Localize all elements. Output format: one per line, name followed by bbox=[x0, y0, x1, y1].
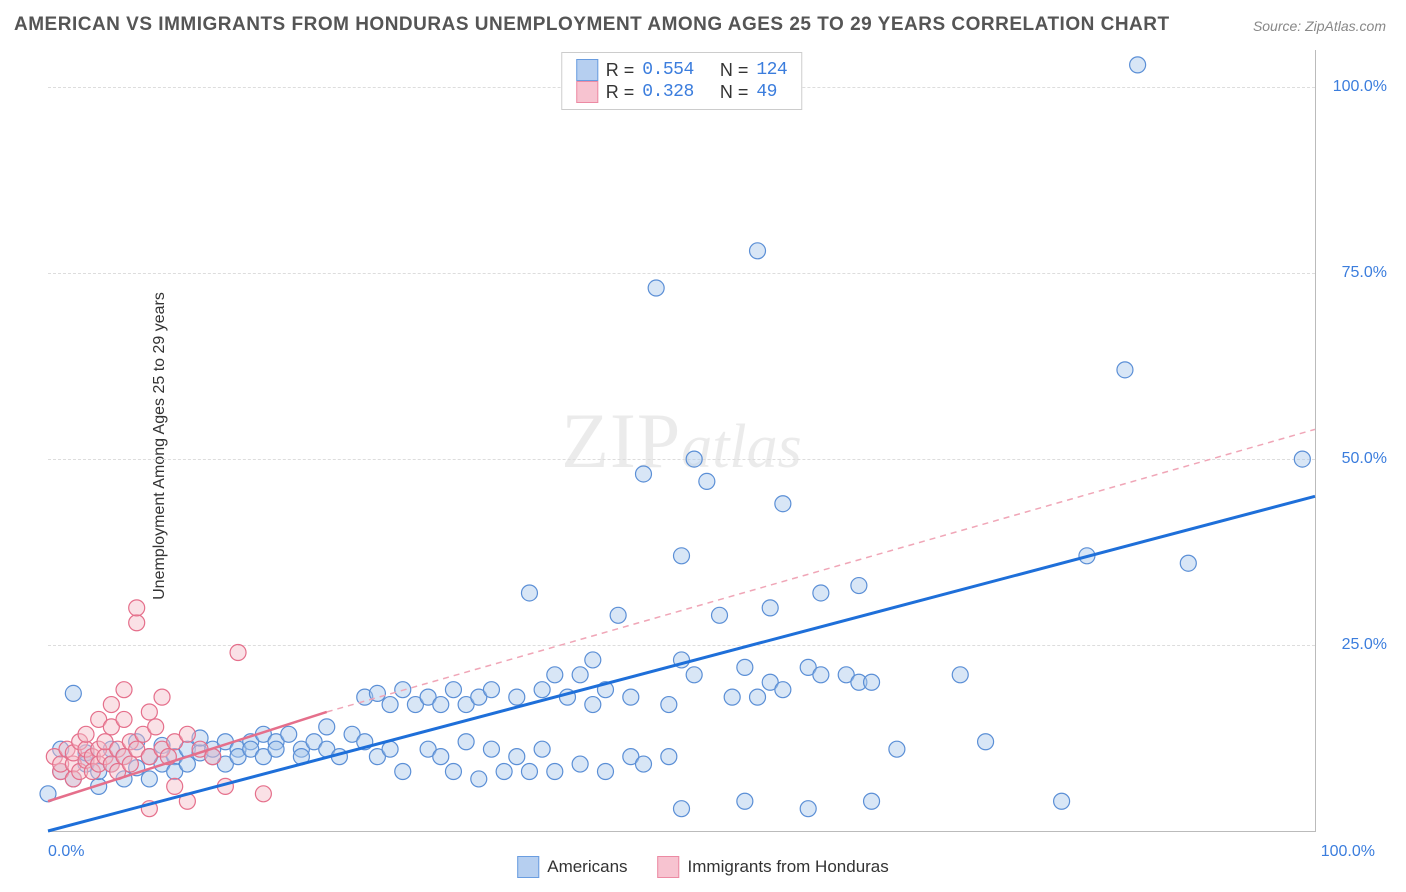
scatter-point bbox=[179, 726, 195, 742]
scatter-point bbox=[585, 652, 601, 668]
y-tick-label: 75.0% bbox=[1323, 264, 1387, 282]
scatter-point bbox=[141, 771, 157, 787]
legend-item-honduras: Immigrants from Honduras bbox=[658, 856, 889, 878]
legend-swatch-americans bbox=[517, 856, 539, 878]
scatter-point bbox=[813, 585, 829, 601]
scatter-point bbox=[65, 685, 81, 701]
scatter-point bbox=[129, 600, 145, 616]
scatter-point bbox=[141, 704, 157, 720]
scatter-point bbox=[154, 689, 170, 705]
scatter-point bbox=[534, 741, 550, 757]
scatter-point bbox=[674, 801, 690, 817]
scatter-point bbox=[319, 719, 335, 735]
y-tick-label: 50.0% bbox=[1323, 450, 1387, 468]
scatter-point bbox=[496, 763, 512, 779]
scatter-point bbox=[610, 607, 626, 623]
scatter-point bbox=[509, 689, 525, 705]
scatter-point bbox=[1130, 57, 1146, 73]
scatter-point bbox=[775, 682, 791, 698]
plot-area: ZIPatlas 25.0%50.0%75.0%100.0% R = 0.554… bbox=[48, 50, 1316, 832]
scatter-point bbox=[813, 667, 829, 683]
scatter-point bbox=[864, 793, 880, 809]
scatter-point bbox=[952, 667, 968, 683]
y-tick-label: 100.0% bbox=[1323, 78, 1387, 96]
scatter-point bbox=[724, 689, 740, 705]
scatter-point bbox=[547, 667, 563, 683]
source-attribution: Source: ZipAtlas.com bbox=[1253, 18, 1386, 34]
scatter-point bbox=[762, 600, 778, 616]
scatter-point bbox=[167, 778, 183, 794]
scatter-point bbox=[1117, 362, 1133, 378]
scatter-point bbox=[686, 667, 702, 683]
scatter-point bbox=[1294, 451, 1310, 467]
scatter-point bbox=[623, 689, 639, 705]
scatter-point bbox=[750, 689, 766, 705]
legend-label-americans: Americans bbox=[547, 857, 627, 877]
scatter-point bbox=[116, 711, 132, 727]
scatter-point bbox=[445, 763, 461, 779]
scatter-point bbox=[433, 697, 449, 713]
scatter-point bbox=[521, 585, 537, 601]
scatter-point bbox=[534, 682, 550, 698]
scatter-point bbox=[572, 667, 588, 683]
scatter-point bbox=[103, 697, 119, 713]
scatter-point bbox=[129, 615, 145, 631]
bottom-legend: Americans Immigrants from Honduras bbox=[517, 856, 889, 878]
scatter-point bbox=[635, 756, 651, 772]
scatter-point bbox=[775, 496, 791, 512]
scatter-point bbox=[978, 734, 994, 750]
scatter-point bbox=[471, 771, 487, 787]
scatter-point bbox=[547, 763, 563, 779]
y-tick-label: 25.0% bbox=[1323, 636, 1387, 654]
scatter-point bbox=[1054, 793, 1070, 809]
scatter-point bbox=[661, 749, 677, 765]
scatter-point bbox=[521, 763, 537, 779]
legend-label-honduras: Immigrants from Honduras bbox=[688, 857, 889, 877]
scatter-point bbox=[281, 726, 297, 742]
scatter-svg bbox=[48, 50, 1315, 831]
scatter-point bbox=[661, 697, 677, 713]
scatter-point bbox=[483, 682, 499, 698]
scatter-point bbox=[395, 763, 411, 779]
scatter-point bbox=[750, 243, 766, 259]
scatter-point bbox=[255, 786, 271, 802]
scatter-point bbox=[889, 741, 905, 757]
chart-title: AMERICAN VS IMMIGRANTS FROM HONDURAS UNE… bbox=[14, 14, 1170, 36]
scatter-point bbox=[483, 741, 499, 757]
scatter-point bbox=[509, 749, 525, 765]
scatter-point bbox=[572, 756, 588, 772]
regression-line-americans bbox=[48, 496, 1315, 831]
scatter-point bbox=[1180, 555, 1196, 571]
scatter-point bbox=[230, 644, 246, 660]
x-tick-max: 100.0% bbox=[1321, 843, 1375, 861]
scatter-point bbox=[851, 578, 867, 594]
scatter-point bbox=[122, 756, 138, 772]
scatter-point bbox=[712, 607, 728, 623]
scatter-point bbox=[699, 473, 715, 489]
scatter-point bbox=[737, 659, 753, 675]
scatter-point bbox=[445, 682, 461, 698]
scatter-point bbox=[597, 763, 613, 779]
scatter-point bbox=[268, 741, 284, 757]
legend-item-americans: Americans bbox=[517, 856, 627, 878]
scatter-point bbox=[674, 548, 690, 564]
scatter-point bbox=[648, 280, 664, 296]
scatter-point bbox=[148, 719, 164, 735]
scatter-point bbox=[864, 674, 880, 690]
scatter-point bbox=[737, 793, 753, 809]
scatter-point bbox=[686, 451, 702, 467]
scatter-point bbox=[433, 749, 449, 765]
scatter-point bbox=[116, 682, 132, 698]
scatter-point bbox=[635, 466, 651, 482]
legend-swatch-honduras bbox=[658, 856, 680, 878]
scatter-point bbox=[458, 734, 474, 750]
scatter-point bbox=[382, 697, 398, 713]
x-tick-min: 0.0% bbox=[48, 843, 84, 861]
scatter-point bbox=[78, 726, 94, 742]
scatter-point bbox=[800, 801, 816, 817]
scatter-point bbox=[585, 697, 601, 713]
